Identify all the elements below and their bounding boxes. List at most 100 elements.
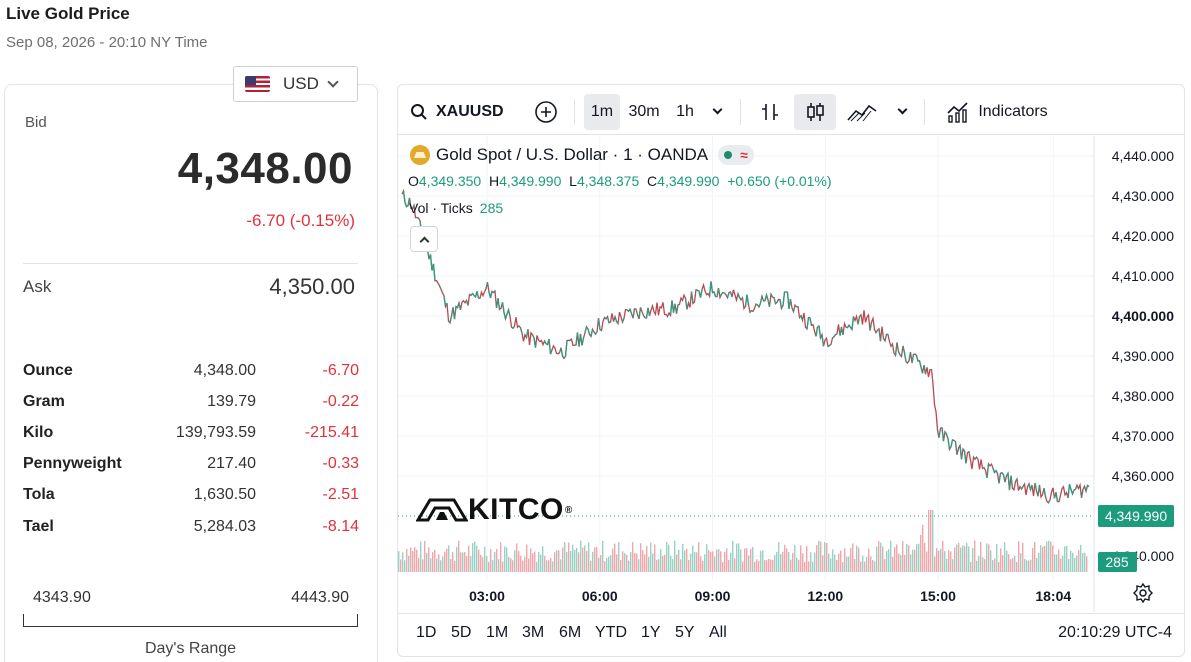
volume-bar	[746, 548, 748, 572]
candle-up-segment	[549, 349, 553, 355]
volume-bar	[1022, 542, 1024, 572]
indicators-button[interactable]: Indicators	[936, 94, 1058, 130]
volume-bar	[780, 554, 782, 572]
volume-bar	[786, 548, 788, 572]
open-value: 4,349.350	[418, 173, 482, 189]
volume-bar	[1000, 548, 1002, 572]
volume-bar	[812, 561, 814, 572]
volume-bar	[1032, 547, 1034, 572]
unit-name: Tola	[23, 486, 55, 504]
candle-up-segment	[416, 216, 419, 219]
interval-1h-button[interactable]: 1h	[676, 103, 694, 120]
volume-bar	[930, 510, 932, 572]
day-range-label: Day's Range	[144, 640, 237, 657]
candle-up-segment	[755, 303, 758, 306]
volume-bar	[950, 551, 952, 572]
candle-up-segment	[675, 304, 679, 314]
volume-bar	[544, 556, 546, 572]
volume-bar	[524, 556, 526, 572]
range-3m-button[interactable]: 3M	[522, 624, 545, 641]
chart-style-dropdown-button[interactable]	[890, 94, 914, 130]
volume-bar	[586, 550, 588, 572]
volume-bar	[894, 547, 896, 572]
volume-bar	[870, 556, 872, 572]
low-label: L	[569, 173, 577, 189]
indicators-icon	[947, 102, 968, 123]
settings-gear-icon[interactable]	[1132, 582, 1154, 604]
collapse-legend-button[interactable]	[410, 226, 438, 252]
candle-up-segment	[402, 190, 406, 203]
volume-bar	[794, 544, 796, 572]
interval-dropdown-button[interactable]	[704, 94, 730, 130]
volume-bar	[822, 555, 824, 572]
candle-up-segment	[918, 360, 922, 368]
symbol-search-button[interactable]: XAUUSD	[406, 94, 506, 130]
unit-name: Pennyweight	[23, 455, 122, 473]
interval-1m-button[interactable]: 1m	[584, 94, 620, 130]
volume-bar	[728, 560, 730, 572]
candle-up-segment	[902, 345, 906, 354]
volume-bar	[758, 560, 760, 572]
volume-bar	[920, 534, 922, 572]
volume-bar	[1074, 557, 1076, 572]
y-tick-label: 4,430.000	[1112, 188, 1174, 204]
toolbar-separator	[574, 99, 575, 125]
ask-label: Ask	[23, 277, 52, 296]
volume-bar	[436, 558, 438, 572]
volume-bar	[928, 510, 930, 572]
volume-bar	[628, 560, 630, 572]
volume-bar	[798, 559, 800, 572]
volume-bar	[974, 540, 976, 572]
volume-bar	[618, 542, 620, 572]
range-1d-button[interactable]: 1D	[416, 624, 437, 641]
range-6m-button[interactable]: 6M	[559, 624, 582, 641]
chart-clock[interactable]: 20:10:29 UTC-4	[1058, 624, 1172, 641]
candle-up-segment	[443, 295, 447, 307]
range-all-button[interactable]: All	[709, 624, 727, 641]
chart-legend: Gold Spot / U.S. Dollar · 1 · OANDA ≈	[410, 145, 754, 165]
candle-up-segment	[501, 302, 505, 313]
volume-bar	[448, 545, 450, 572]
volume-bar	[1048, 540, 1050, 572]
interval-30m-button[interactable]: 30m	[628, 103, 660, 120]
candle-up-segment	[548, 339, 552, 355]
volume-bar	[666, 541, 668, 572]
candle-style-button[interactable]	[794, 94, 836, 130]
volume-bar	[750, 548, 752, 572]
volume-bar	[652, 553, 654, 572]
last-price-label: 4,349.990	[1105, 508, 1167, 524]
volume-bar	[766, 560, 768, 572]
currency-select[interactable]: USD	[233, 66, 358, 102]
candle-up-segment	[1080, 489, 1084, 498]
market-status-badge[interactable]: ≈	[718, 145, 754, 165]
unit-row-pennyweight: Pennyweight 217.40 -0.33	[23, 449, 359, 480]
volume-bar	[784, 544, 786, 572]
unit-change: -8.14	[322, 517, 359, 535]
volume-bar	[842, 561, 844, 572]
volume-bar	[614, 543, 616, 572]
area-style-button[interactable]	[844, 94, 880, 130]
range-1m-button[interactable]: 1M	[486, 624, 509, 641]
range-5y-button[interactable]: 5Y	[675, 624, 695, 641]
candle-up-segment	[995, 470, 999, 474]
bar-style-button[interactable]	[754, 94, 786, 130]
kitco-wordmark: KITCO	[468, 493, 564, 526]
volume-bar	[712, 551, 714, 572]
volume-bar	[412, 551, 414, 572]
compare-symbol-button[interactable]	[528, 94, 564, 130]
candle-up-segment	[638, 307, 642, 319]
price-chart[interactable]: 4,440.000 4,430.000 4,420.000 4,410.000 4,40…	[398, 136, 1184, 613]
volume-bar	[978, 555, 980, 572]
volume-bar	[956, 544, 958, 572]
volume-bar	[710, 551, 712, 572]
range-5d-button[interactable]: 5D	[451, 624, 472, 641]
volume-bar	[800, 545, 802, 572]
volume-bar	[788, 551, 790, 572]
volume-bar	[602, 540, 604, 572]
candle-up-segment	[751, 310, 754, 312]
y-tick-label: 4,410.000	[1112, 268, 1174, 284]
range-1y-button[interactable]: 1Y	[641, 624, 661, 641]
price-summary-card	[4, 84, 378, 662]
candle-up-segment	[599, 328, 602, 332]
range-ytd-button[interactable]: YTD	[595, 624, 627, 641]
